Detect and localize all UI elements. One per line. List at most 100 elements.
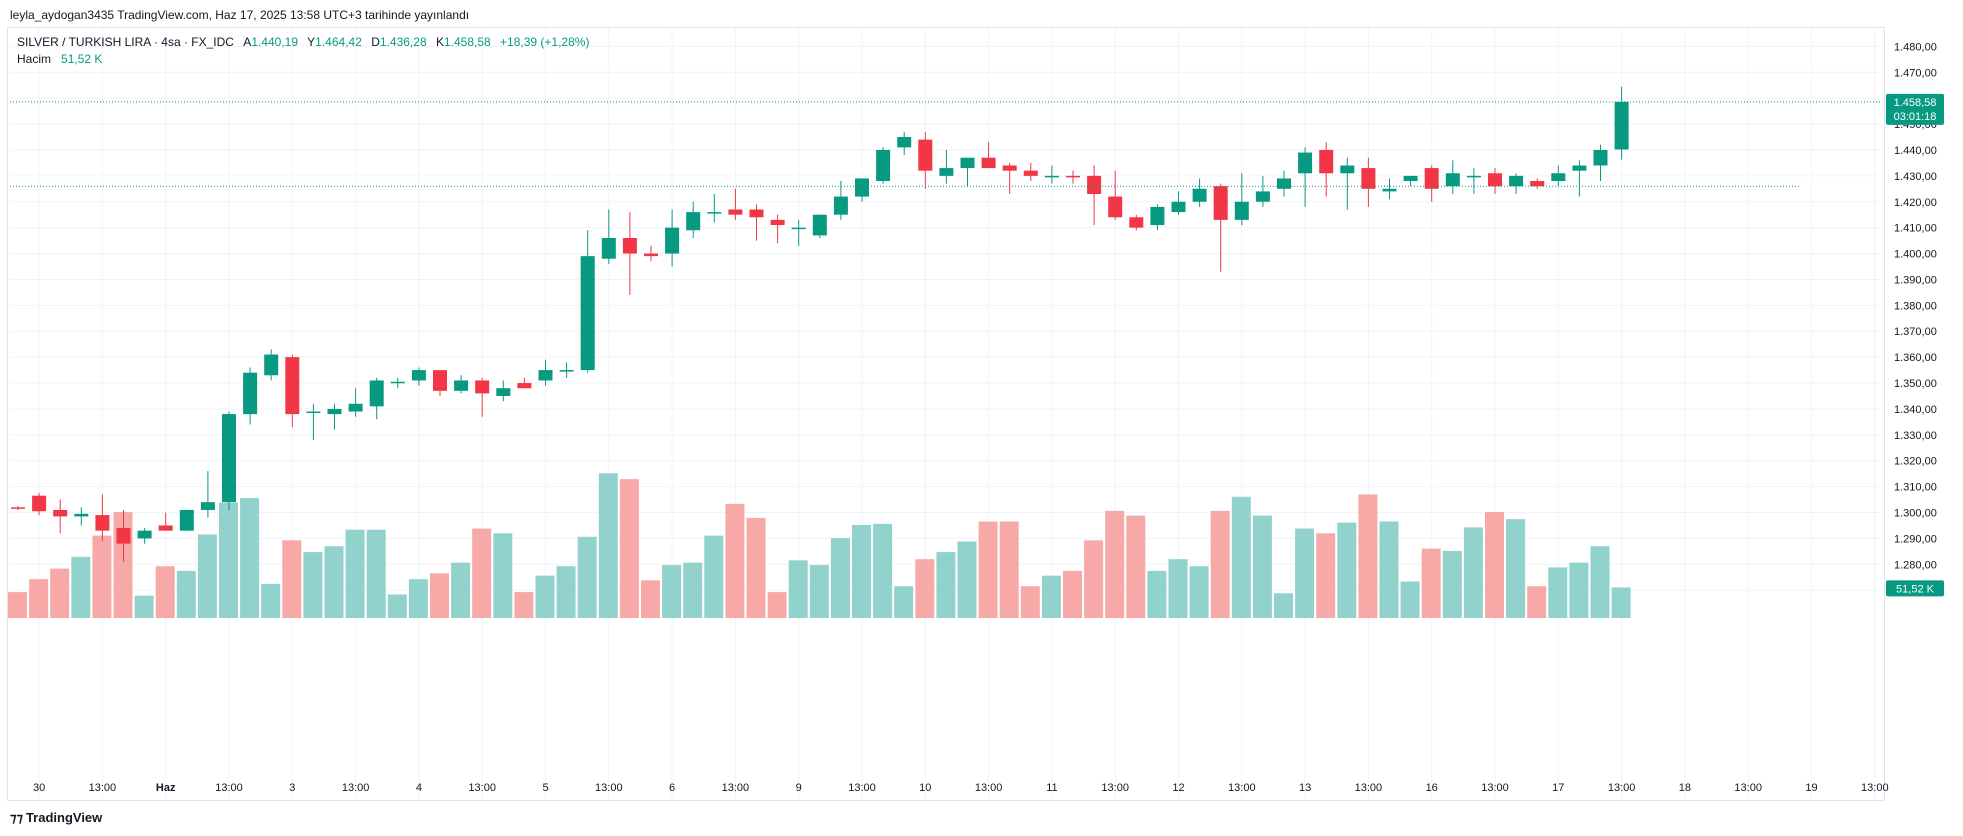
volume-bar	[1147, 570, 1167, 618]
symbol-name[interactable]: SILVER / TURKISH LIRA · 4sa · FX_IDC	[17, 35, 234, 49]
candle-body	[960, 157, 975, 169]
candle-body	[243, 372, 258, 415]
logo-text: TradingView	[25, 810, 103, 825]
volume-bar	[1084, 540, 1104, 618]
candle-body	[876, 149, 891, 182]
price-tick-label: 1.360,00	[1894, 352, 1937, 364]
candle-body	[1572, 165, 1587, 171]
candle-body	[981, 157, 996, 169]
candle-body	[1044, 175, 1059, 178]
volume-bar	[408, 579, 428, 618]
price-tick-label: 1.480,00	[1894, 41, 1937, 53]
time-tick-label: 13:00	[595, 782, 623, 794]
time-tick-label: 30	[33, 782, 45, 794]
tradingview-logo-icon: ⁊⁊	[10, 810, 23, 825]
candle-body	[559, 370, 574, 372]
candle-body	[1340, 165, 1355, 174]
time-tick-label: 19	[1805, 782, 1817, 794]
candle-body	[1087, 175, 1102, 194]
chart-legend: SILVER / TURKISH LIRA · 4sa · FX_IDC A1.…	[17, 34, 595, 68]
price-tick-label: 1.290,00	[1894, 533, 1937, 545]
volume-bar	[155, 566, 175, 618]
candle-body	[496, 388, 511, 396]
candle-body	[686, 212, 701, 231]
chart-frame	[7, 27, 1885, 801]
price-tick-label: 1.440,00	[1894, 145, 1937, 157]
volume-bar	[1105, 510, 1125, 618]
price-tick-label: 1.420,00	[1894, 197, 1937, 209]
price-tick-label: 1.280,00	[1894, 559, 1937, 571]
volume-bar	[1295, 528, 1315, 618]
time-tick-label: 10	[919, 782, 931, 794]
time-tick-label: 13:00	[1481, 782, 1509, 794]
candle-body	[1066, 175, 1080, 178]
volume-bar	[1252, 515, 1272, 618]
volume-bar	[303, 552, 323, 618]
volume-bar	[1189, 566, 1209, 618]
time-tick-label: 18	[1679, 782, 1691, 794]
volume-label[interactable]: Hacim	[17, 52, 52, 66]
volume-bar	[1421, 548, 1441, 618]
candle-body	[433, 370, 447, 391]
candle-body	[1424, 168, 1439, 189]
volume-bar	[725, 503, 745, 618]
time-tick-label: 13:00	[89, 782, 117, 794]
publish-caption: leyla_aydogan3435 TradingView.com, Haz 1…	[10, 8, 470, 22]
volume-bar	[1126, 515, 1146, 618]
volume-bar	[29, 579, 49, 618]
time-tick-label: 13:00	[848, 782, 876, 794]
price-tick-label: 1.400,00	[1894, 249, 1937, 261]
time-tick-label: 13:00	[468, 782, 496, 794]
volume-tag	[1886, 580, 1944, 597]
volume-bar	[683, 562, 703, 618]
candle-body	[1466, 175, 1481, 178]
time-tick-label: 5	[542, 782, 548, 794]
candle-body	[264, 354, 279, 376]
time-tick-label: 13:00	[975, 782, 1003, 794]
candle-body	[306, 411, 321, 414]
time-tick-label: 3	[289, 782, 295, 794]
price-axis: 1.480,001.470,001.460,001.450,001.440,00…	[1886, 41, 1944, 597]
change-value: +18,39 (+1,28%)	[500, 35, 590, 49]
volume-bar	[387, 594, 407, 618]
volume-bar	[915, 559, 935, 618]
candle-body	[200, 502, 215, 510]
candle-body	[812, 214, 827, 236]
candle-body	[475, 380, 490, 394]
candle-body	[454, 380, 469, 391]
volume-bars-layer	[8, 473, 1631, 618]
volume-tag-label: 51,52 K	[1896, 583, 1935, 595]
volume-bar	[1358, 494, 1378, 618]
volume-bar	[1020, 586, 1040, 618]
candle-body	[770, 219, 785, 226]
volume-bar	[1316, 533, 1336, 618]
candle-body	[32, 495, 47, 512]
candle-body	[728, 209, 743, 215]
candle-body	[644, 253, 658, 257]
price-tick-label: 1.380,00	[1894, 300, 1937, 312]
volume-bar	[282, 540, 302, 618]
candle-body	[95, 515, 110, 531]
candle-body	[222, 414, 236, 503]
candle-body	[1108, 196, 1123, 218]
time-tick-label: 13:00	[1101, 782, 1129, 794]
close-value: 1.458,58	[443, 35, 491, 49]
candle-body	[1488, 173, 1502, 187]
volume-bar	[50, 568, 70, 618]
price-tick-label: 1.340,00	[1894, 404, 1937, 416]
candle-body	[1445, 173, 1460, 187]
volume-bar	[1400, 581, 1420, 618]
candle-body	[1234, 201, 1249, 220]
volume-bar	[134, 595, 154, 618]
time-tick-label: 16	[1426, 782, 1438, 794]
legend-volume-row: Hacim 51,52 K	[17, 51, 595, 68]
volume-bar	[1463, 527, 1483, 618]
tradingview-logo[interactable]: ⁊⁊ TradingView	[10, 810, 102, 826]
volume-bar	[598, 473, 618, 618]
time-tick-label: 9	[796, 782, 802, 794]
candle-body	[53, 509, 68, 517]
volume-bar	[852, 525, 871, 618]
volume-bar	[345, 529, 365, 618]
volume-bar	[556, 566, 576, 618]
